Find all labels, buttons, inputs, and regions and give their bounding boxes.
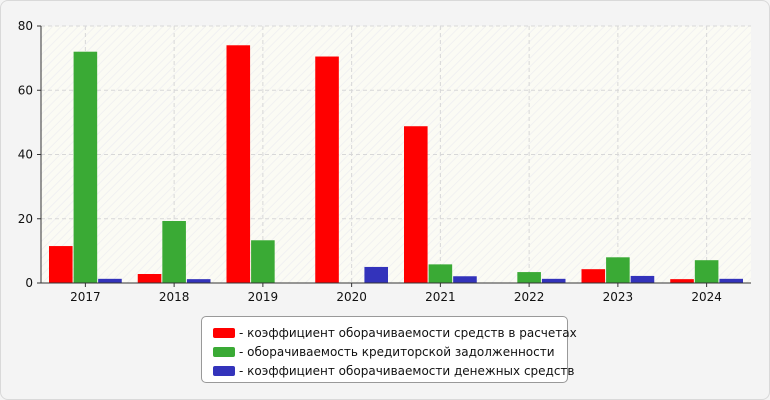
legend: - коэффициент оборачиваемости средств в … <box>201 316 577 383</box>
y-tick-label: 20 <box>18 212 33 226</box>
bar-chart: 0 20 40 60 80 2017 2018 2019 2020 2021 2022 2023 202… <box>18 19 751 304</box>
x-tick-label: 2022 <box>514 290 545 304</box>
bar <box>517 272 541 283</box>
bar <box>670 279 694 283</box>
y-tick-label: 80 <box>18 19 33 33</box>
x-tick-label: 2018 <box>159 290 190 304</box>
bar <box>226 45 251 284</box>
y-tick-label: 40 <box>18 148 33 162</box>
legend-label: - коэффициент оборачиваемости средств в … <box>239 325 577 340</box>
x-tick-label: 2021 <box>425 290 456 304</box>
legend-label: - коэффициент оборачиваемости денежных с… <box>239 363 575 378</box>
x-tick-label: 2017 <box>70 290 101 304</box>
bar <box>606 257 630 283</box>
legend-item: - оборачиваемость кредиторской задолженн… <box>213 342 567 361</box>
legend-swatch <box>213 346 235 357</box>
legend-item: - коэффициент оборачиваемости средств в … <box>213 323 577 342</box>
bar <box>315 56 339 283</box>
bar <box>186 279 211 283</box>
bar <box>364 266 388 283</box>
bar <box>719 278 743 283</box>
bar <box>162 220 186 283</box>
x-tick-label: 2023 <box>603 290 634 304</box>
bar <box>49 246 73 283</box>
bar <box>428 264 453 283</box>
bar <box>453 276 477 283</box>
x-tick-label: 2020 <box>336 290 367 304</box>
x-tick-label: 2019 <box>248 290 279 304</box>
bar <box>73 51 98 284</box>
legend-item: - коэффициент оборачиваемости денежных с… <box>213 361 575 380</box>
legend-swatch <box>213 365 235 376</box>
bar <box>630 275 655 283</box>
bar <box>541 278 566 283</box>
y-tick-label: 0 <box>25 276 33 290</box>
bar <box>137 274 162 283</box>
x-tick-label: 2024 <box>691 290 722 304</box>
legend-label: - оборачиваемость кредиторской задолженн… <box>239 344 555 359</box>
y-tick-label: 60 <box>18 83 33 97</box>
bar <box>98 278 122 283</box>
bar <box>694 260 719 283</box>
legend-swatch <box>213 327 235 338</box>
bar <box>251 240 275 283</box>
bar <box>581 269 606 283</box>
bar <box>404 126 428 283</box>
